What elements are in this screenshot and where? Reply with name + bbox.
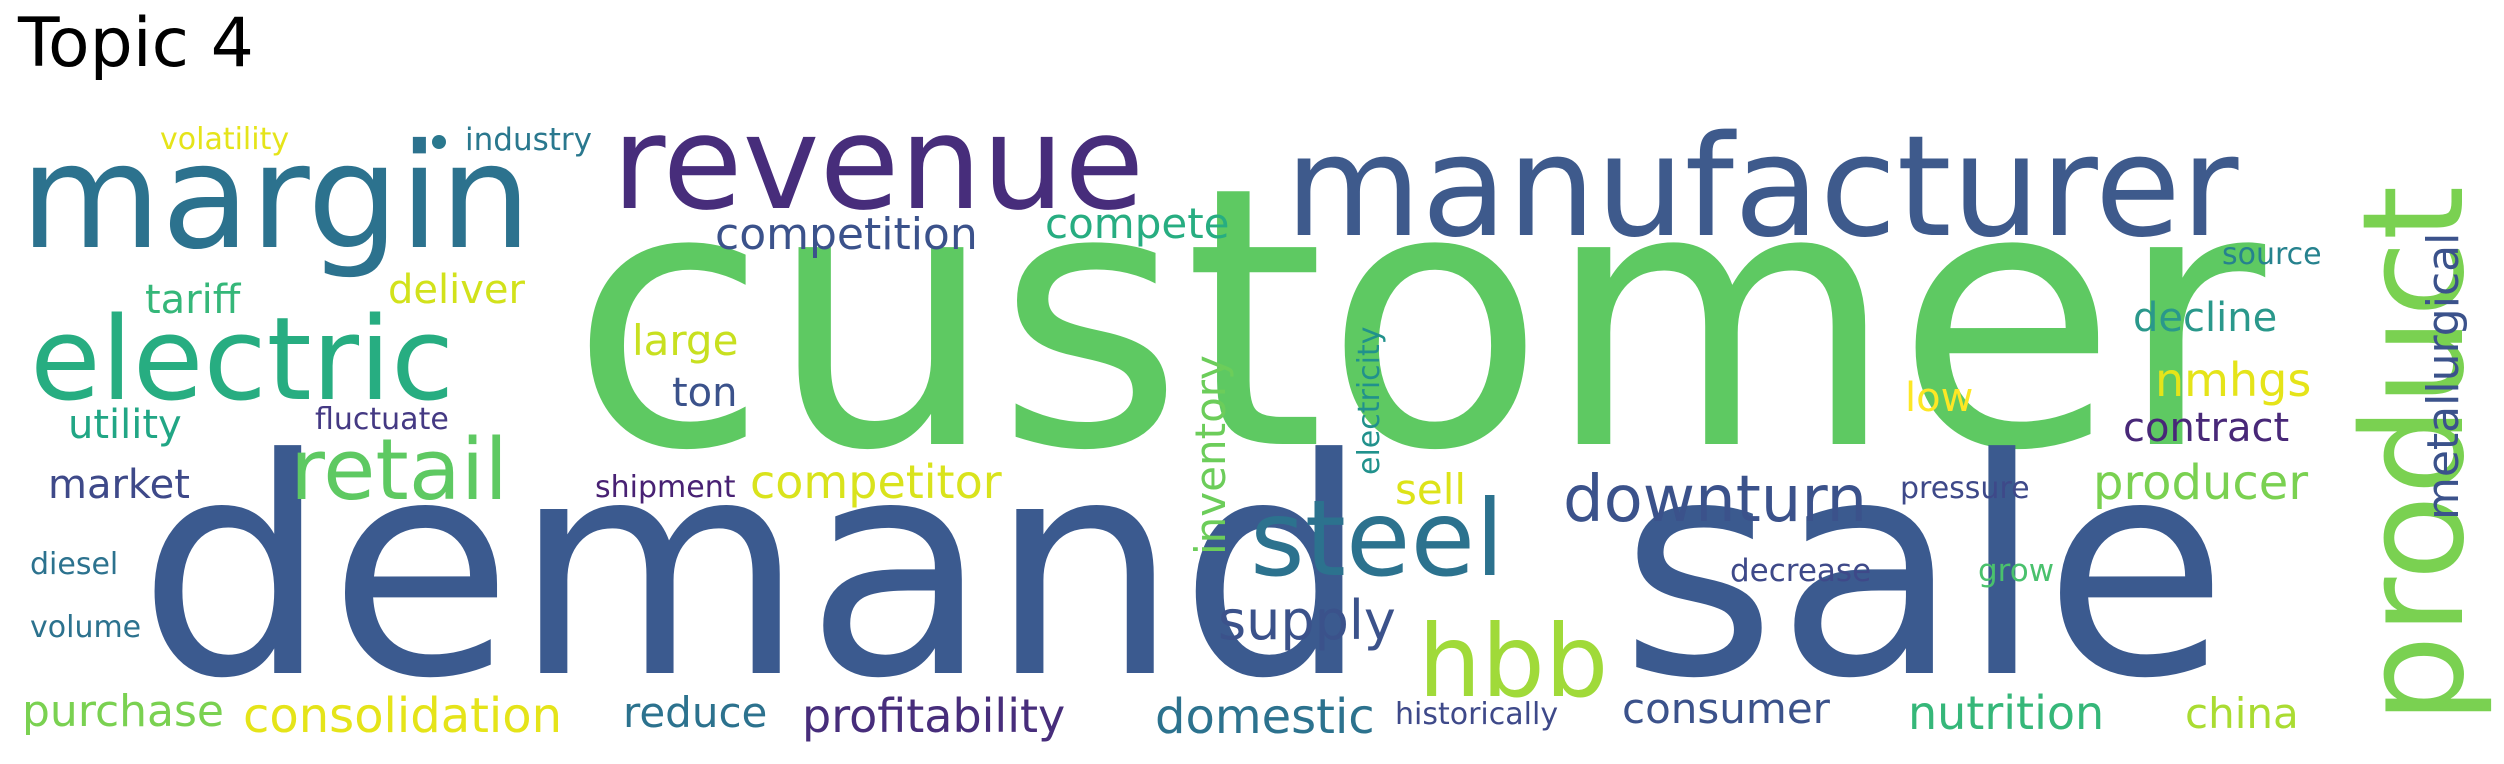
word-manufacturer: manufacturer <box>1285 106 2239 269</box>
word-demand: demand <box>138 395 1370 744</box>
word-electricity: electricity <box>1352 326 1387 475</box>
word-source: source <box>2222 237 2322 272</box>
word-supply: supply <box>1218 589 1396 652</box>
word-hbb: hbb <box>1418 603 1609 720</box>
word-market: market <box>48 462 190 508</box>
word-china: china <box>2185 689 2299 738</box>
dot-icon <box>432 135 446 149</box>
figure-title: Topic 4 <box>18 4 254 83</box>
word-decline: decline <box>2133 295 2278 341</box>
word-grow: grow <box>1978 553 2055 589</box>
word-nmhgs: nmhgs <box>2155 353 2312 407</box>
word-competitor: competitor <box>750 455 1002 509</box>
word-deliver: deliver <box>388 267 525 313</box>
word-domestic: domestic <box>1155 689 1375 745</box>
word-industry: industry <box>465 122 592 158</box>
word-nutrition: nutrition <box>1908 686 2105 740</box>
word-diesel: diesel <box>30 547 119 582</box>
word-retail: retail <box>290 421 509 520</box>
word-consolidation: consolidation <box>243 688 563 744</box>
word-pressure: pressure <box>1900 471 2030 506</box>
word-sale: sale <box>1620 395 2229 744</box>
word-profitability: profitability <box>802 689 1066 743</box>
word-decrease: decrease <box>1730 553 1872 589</box>
word-volatility: volatility <box>160 122 290 157</box>
word-compete: compete <box>1045 199 1230 248</box>
word-metallurgical: metallurgical <box>2418 232 2469 520</box>
word-inventory: inventory <box>1186 355 1235 555</box>
word-large: large <box>632 316 739 365</box>
word-tariff: tariff <box>145 277 241 323</box>
word-competition: competition <box>715 209 978 260</box>
word-reduce: reduce <box>623 688 768 737</box>
word-electric: electric <box>30 293 455 427</box>
word-steel: steel <box>1250 478 1505 600</box>
word-shipment: shipment <box>595 470 736 505</box>
word-fluctuate: fluctuate <box>315 402 449 437</box>
word-downturn: downturn <box>1563 463 1868 537</box>
word-volume: volume <box>30 610 142 645</box>
word-historically: historically <box>1395 697 1559 732</box>
word-low: low <box>1905 375 1974 421</box>
word-margin: margin <box>20 113 532 282</box>
word-purchase: purchase <box>22 686 224 737</box>
word-customer: customer <box>570 110 2266 529</box>
word-revenue: revenue <box>612 87 1145 239</box>
word-sell: sell <box>1395 465 1467 514</box>
word-ton: ton <box>672 370 738 416</box>
word-utility: utility <box>68 402 182 448</box>
word-contract: contract <box>2123 405 2290 451</box>
word-producer: producer <box>2093 455 2309 511</box>
word-consumer: consumer <box>1622 684 1830 733</box>
